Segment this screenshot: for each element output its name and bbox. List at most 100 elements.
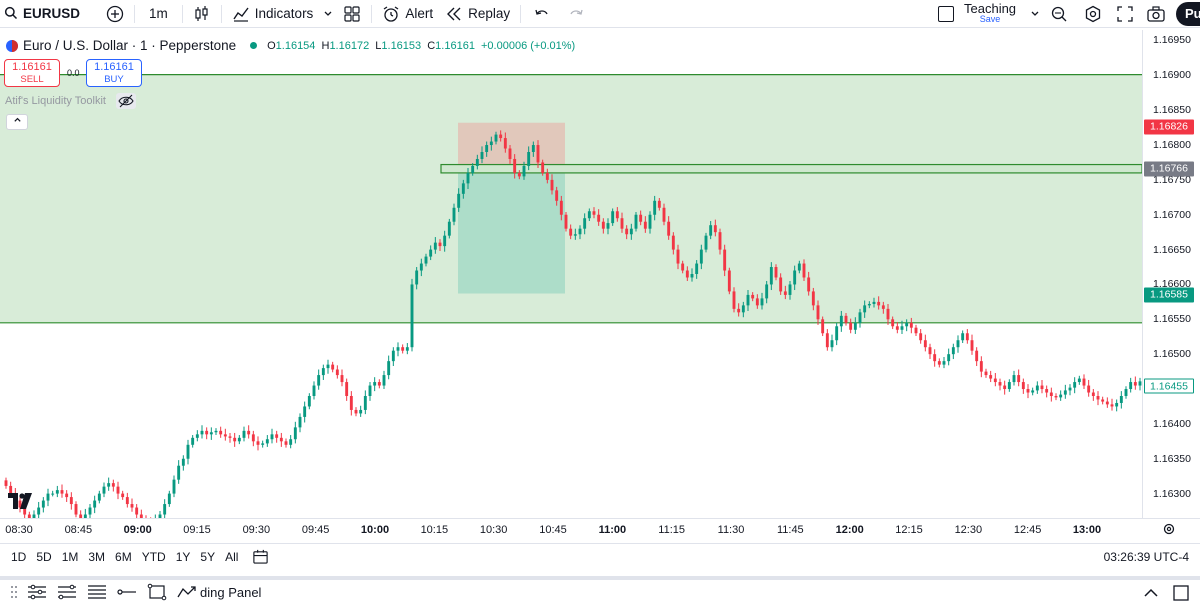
- settings-button[interactable]: [1084, 0, 1102, 28]
- text-lines-icon[interactable]: [86, 583, 108, 601]
- replay-button[interactable]: Replay: [439, 0, 516, 28]
- rectangle-tool-icon[interactable]: [146, 583, 168, 601]
- open-value: 1.16154: [275, 39, 316, 52]
- candle-body: [461, 183, 465, 194]
- candlestick-chart[interactable]: [0, 30, 1142, 518]
- interval-button[interactable]: 1m: [139, 0, 178, 28]
- candle-body: [923, 340, 927, 348]
- candle-body: [46, 493, 50, 501]
- bottom-drawing-panel: ding Panel: [0, 576, 1200, 604]
- chevron-up-icon[interactable]: [1142, 584, 1160, 602]
- compare-button[interactable]: [100, 0, 130, 28]
- price-badge[interactable]: 1.16826: [1144, 119, 1194, 135]
- candle-body: [769, 267, 773, 285]
- candle-body: [653, 200, 657, 215]
- horizontal-ray-icon[interactable]: [116, 583, 138, 601]
- time-axis-label: 12:30: [954, 524, 983, 536]
- candle-body: [279, 437, 283, 442]
- maximize-panel-icon[interactable]: [1172, 584, 1190, 602]
- buy-button[interactable]: 1.16161 BUY: [86, 59, 142, 87]
- sell-button[interactable]: 1.16161 SELL: [4, 59, 60, 87]
- candle-body: [79, 514, 83, 518]
- candle-body: [125, 497, 129, 505]
- price-badge[interactable]: 1.16766: [1144, 161, 1194, 177]
- price-axis-label: 1.16500: [1153, 348, 1191, 361]
- price-badge[interactable]: 1.16585: [1144, 287, 1194, 303]
- range-1d[interactable]: 1D: [11, 549, 27, 564]
- publish-button[interactable]: Pu: [1176, 2, 1200, 26]
- candle-body: [74, 504, 78, 515]
- candle-body: [382, 375, 386, 386]
- chart-pane[interactable]: [0, 30, 1142, 518]
- calendar-icon[interactable]: [252, 548, 269, 565]
- tradingview-logo[interactable]: [6, 490, 36, 512]
- candle-body: [681, 263, 685, 271]
- candle-body: [55, 490, 59, 494]
- candle-body: [9, 485, 13, 494]
- candle-body: [65, 493, 69, 498]
- candle-body: [895, 326, 899, 330]
- indicator-title[interactable]: Atif's Liquidity Toolkit: [5, 95, 106, 107]
- alert-button[interactable]: Alert: [376, 0, 439, 28]
- indicators-button[interactable]: Indicators: [226, 0, 320, 28]
- symbol-search[interactable]: EURUSD: [0, 0, 86, 28]
- range-6m[interactable]: 6M: [115, 549, 132, 564]
- time-axis-label: 09:15: [183, 524, 211, 536]
- candle-body: [639, 214, 643, 222]
- clock-timezone[interactable]: 03:26:39 UTC-4: [1103, 550, 1189, 564]
- candle-body: [821, 319, 825, 334]
- candle-body: [951, 347, 955, 355]
- gear-icon[interactable]: [1162, 522, 1176, 536]
- snapshot-button[interactable]: [1146, 0, 1166, 28]
- candle-body: [83, 514, 87, 518]
- drawing-panel-label[interactable]: ding Panel: [200, 584, 262, 600]
- range-5d[interactable]: 5D: [36, 549, 52, 564]
- candle-body: [522, 165, 526, 177]
- candle-body: [1096, 396, 1100, 400]
- candle-body: [886, 308, 890, 320]
- range-all[interactable]: All: [225, 549, 239, 564]
- candle-body: [1129, 382, 1133, 390]
- collapse-legend-button[interactable]: [6, 114, 28, 130]
- candle-body: [550, 179, 554, 191]
- candle-body: [1101, 399, 1105, 402]
- multi-line-tool-icon[interactable]: [26, 583, 48, 601]
- divider: [220, 4, 222, 23]
- plus-circle-icon: [106, 5, 124, 22]
- redo-button[interactable]: [559, 0, 593, 28]
- quick-search-button[interactable]: [1050, 0, 1068, 28]
- layouts-button[interactable]: [337, 0, 367, 28]
- time-axis[interactable]: 08:30 08:45 09:00 09:15 09:30 09:45 10:00 10:15…: [0, 518, 1200, 542]
- range-5y[interactable]: 5Y: [200, 549, 216, 564]
- hide-indicator-button[interactable]: [116, 93, 136, 109]
- chart-type-button[interactable]: [187, 0, 217, 28]
- indicators-dropdown[interactable]: [319, 0, 337, 28]
- price-axis[interactable]: 1.16950 1.16900 1.16850 1.16800 1.16750 1.167…: [1142, 30, 1200, 518]
- drag-handle-icon[interactable]: [10, 583, 18, 601]
- candle-body: [657, 200, 661, 208]
- range-1y[interactable]: 1Y: [175, 549, 191, 564]
- candle-body: [97, 493, 101, 501]
- candle-body: [93, 500, 97, 508]
- range-ytd[interactable]: YTD: [141, 549, 166, 564]
- price-badge[interactable]: 1.16455: [1144, 378, 1194, 394]
- candle-body: [27, 514, 31, 518]
- teaching-layout[interactable]: Teaching Save: [938, 0, 1040, 28]
- candle-body: [545, 172, 549, 180]
- trend-path-icon[interactable]: [176, 583, 198, 601]
- chevron-down-icon[interactable]: [1030, 9, 1040, 19]
- candle-body: [578, 228, 582, 235]
- range-3m[interactable]: 3M: [88, 549, 106, 564]
- undo-button[interactable]: [525, 0, 559, 28]
- parallel-channel-icon[interactable]: [56, 583, 78, 601]
- candle-body: [373, 382, 377, 386]
- range-1m[interactable]: 1M: [61, 549, 79, 564]
- interval-label: 1m: [149, 6, 168, 21]
- fullscreen-button[interactable]: [1116, 0, 1134, 28]
- candle-body: [443, 235, 447, 247]
- candle-body: [685, 270, 689, 278]
- layout-checkbox[interactable]: [938, 6, 954, 22]
- candle-body: [690, 274, 694, 278]
- legend-title[interactable]: Euro / U.S. Dollar · 1 · Pepperstone: [23, 38, 237, 53]
- candle-body: [1115, 402, 1119, 407]
